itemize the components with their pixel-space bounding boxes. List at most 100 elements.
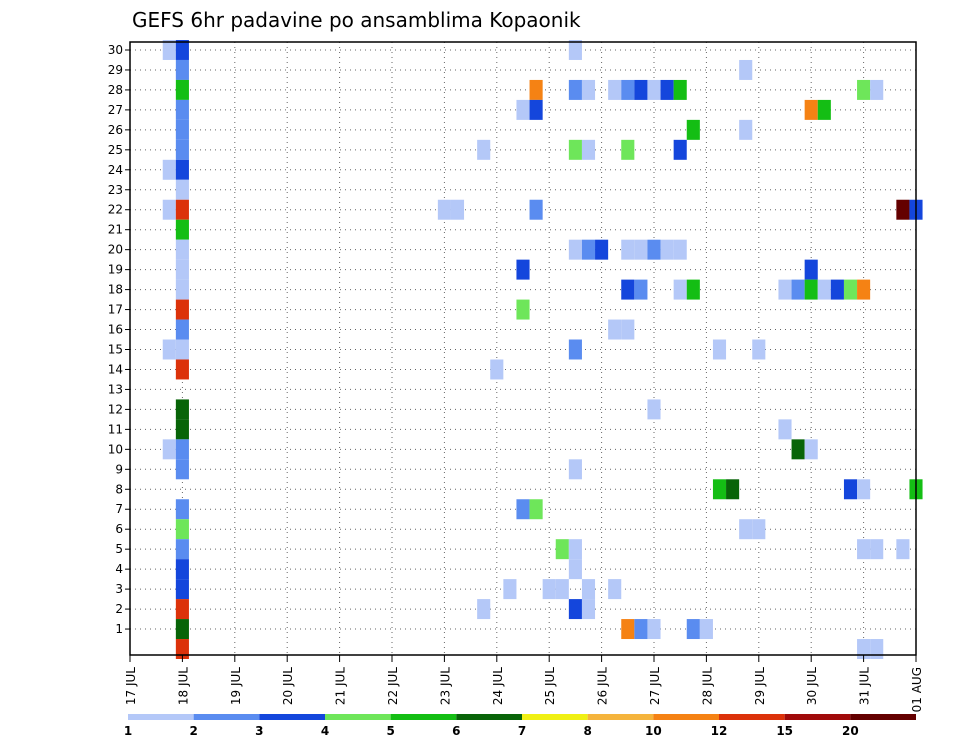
heatmap-cell <box>175 79 189 100</box>
x-tick-label: 17 JUL <box>124 667 138 705</box>
axes <box>129 41 917 656</box>
heatmap-cell <box>870 79 884 100</box>
colorbar-label: 3 <box>255 724 263 738</box>
heatmap-cell <box>830 279 844 300</box>
heatmap-cell <box>162 439 176 460</box>
heatmap-cell <box>778 419 792 440</box>
heatmap-cell <box>568 239 582 260</box>
heatmap-cell <box>634 619 648 640</box>
heatmap-cell <box>162 339 176 360</box>
heatmap-cell <box>162 159 176 180</box>
heatmap-cell <box>175 599 189 620</box>
heatmap-cell <box>739 119 753 140</box>
heatmap-cell <box>621 239 635 260</box>
heatmap-cell <box>673 139 687 160</box>
heatmap-cell <box>647 399 661 420</box>
heatmap-cell <box>175 119 189 140</box>
heatmap-cell <box>857 279 871 300</box>
y-tick-label: 9 <box>115 462 123 476</box>
heatmap-cell <box>817 99 831 120</box>
heatmap-cell <box>568 599 582 620</box>
heatmap-cell <box>175 40 189 60</box>
heatmap-cell <box>712 479 727 500</box>
heatmap-cell <box>437 199 451 220</box>
x-tick-label: 19 JUL <box>229 667 243 705</box>
heatmap-cell <box>634 79 648 100</box>
y-tick-label: 13 <box>108 382 123 396</box>
y-tick-label: 10 <box>108 442 123 456</box>
heatmap-cell <box>804 279 818 300</box>
colorbar-swatch <box>719 714 785 720</box>
heatmap-cell <box>175 439 189 460</box>
heatmap-cell <box>175 499 189 520</box>
heatmap-cell <box>568 459 582 480</box>
heatmap-cell <box>581 79 596 100</box>
x-tick-label: 20 JUL <box>281 667 295 705</box>
heatmap-cell <box>804 259 818 280</box>
colorbar-label: 4 <box>321 724 329 738</box>
heatmap-cell <box>621 619 635 640</box>
heatmap-cell <box>162 199 176 220</box>
heatmap-cell <box>175 139 189 160</box>
heatmap-cell <box>175 259 189 280</box>
colorbar-label: 6 <box>452 724 460 738</box>
heatmap-cell <box>529 79 543 100</box>
y-tick-label: 29 <box>108 63 123 77</box>
heatmap-cell <box>175 99 189 120</box>
heatmap-cell <box>568 539 582 560</box>
heatmap-cell <box>175 539 189 560</box>
chart-title: GEFS 6hr padavine po ansamblima Kopaonik <box>132 8 581 32</box>
heatmap-cell <box>450 199 465 220</box>
heatmap-cell <box>175 299 189 320</box>
colorbar-label: 5 <box>386 724 394 738</box>
colorbar-swatch <box>850 714 916 720</box>
heatmap-cell <box>686 119 700 140</box>
y-tick-label: 28 <box>108 83 123 97</box>
heatmap-cell <box>699 619 713 640</box>
colorbar-label: 15 <box>776 724 793 738</box>
heatmap-cell <box>175 619 189 640</box>
heatmap-cell <box>568 40 582 60</box>
heatmap-cell <box>857 539 871 560</box>
heatmap-cell <box>516 259 530 280</box>
y-tick-label: 14 <box>108 362 123 376</box>
y-tick-label: 22 <box>108 203 123 217</box>
heatmap-cell <box>175 279 189 300</box>
heatmap-cell <box>608 79 622 100</box>
x-tick-label: 29 JUL <box>753 667 767 705</box>
y-tick-label: 7 <box>115 502 123 516</box>
heatmap-cell <box>595 239 609 260</box>
colorbar-label: 12 <box>711 724 728 738</box>
heatmap-cell <box>660 79 674 100</box>
heatmap-cell <box>175 639 189 659</box>
heatmap-cell <box>568 139 582 160</box>
heatmap-cell <box>581 599 596 620</box>
heatmap-cell <box>175 159 189 180</box>
y-tick-label: 18 <box>108 283 123 297</box>
heatmap-cell <box>175 199 189 220</box>
heatmap-cell <box>608 319 622 340</box>
heatmap-cell <box>634 279 648 300</box>
y-tick-label: 24 <box>108 163 123 177</box>
heatmap-cell <box>647 619 661 640</box>
heatmap-cell <box>175 579 189 600</box>
colorbar-swatch <box>193 714 260 720</box>
heatmap-cell <box>162 40 176 60</box>
heatmap-cell <box>804 439 818 460</box>
heatmap-cell <box>175 459 189 480</box>
heatmap-cell <box>175 339 189 360</box>
heatmap-cell <box>175 239 189 260</box>
x-tick-label: 31 JUL <box>858 667 872 705</box>
heatmap-cell <box>555 579 569 600</box>
heatmap-cell <box>568 559 582 580</box>
heatmap-cell <box>896 199 910 220</box>
y-tick-label: 25 <box>108 143 123 157</box>
colorbar-swatch <box>259 714 325 720</box>
heatmap-cell <box>568 79 582 100</box>
heatmap-cell <box>175 399 189 420</box>
heatmap-cell <box>712 339 727 360</box>
heatmap-cell <box>516 99 530 120</box>
heatmap-cell <box>542 579 556 600</box>
heatmap-cell <box>752 339 766 360</box>
y-tick-label: 21 <box>108 223 123 237</box>
